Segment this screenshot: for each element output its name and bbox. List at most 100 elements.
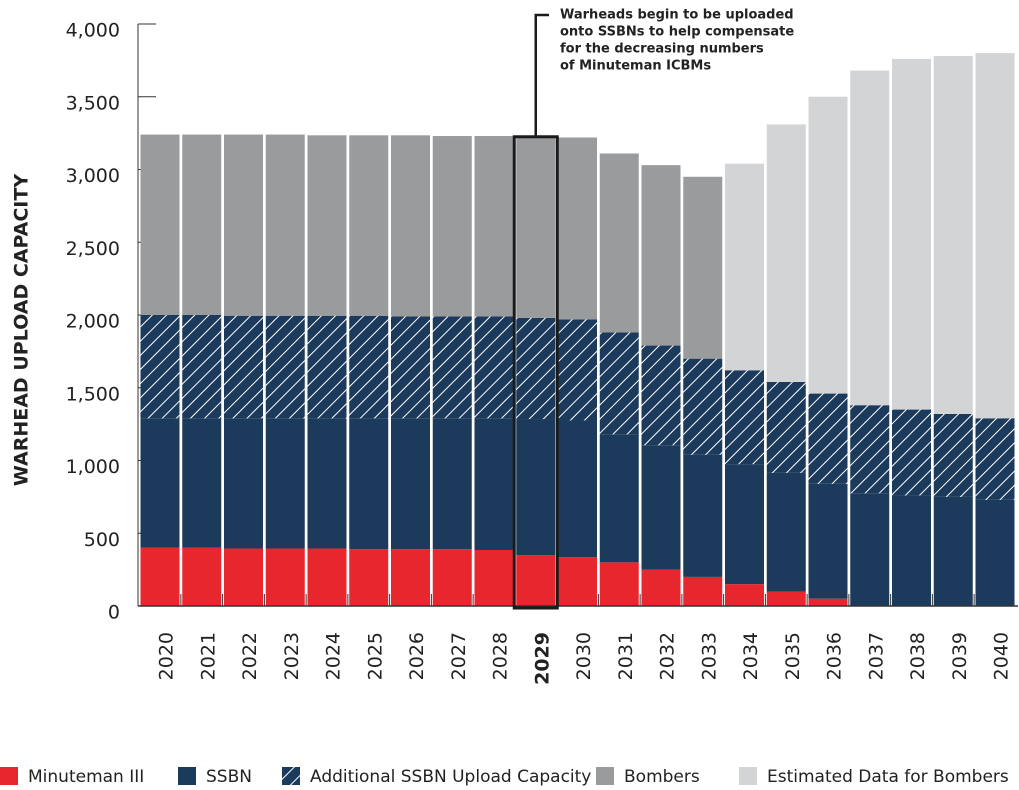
x-tick-label: 2036 bbox=[824, 632, 846, 680]
bar-segment bbox=[307, 135, 347, 316]
bar-segment bbox=[265, 548, 305, 606]
bar-segment bbox=[725, 464, 764, 585]
bar-segment bbox=[808, 96, 848, 394]
legend-swatch bbox=[178, 767, 196, 785]
bar-segment bbox=[933, 56, 973, 414]
legend-swatch bbox=[739, 767, 757, 785]
x-tick-label: 2020 bbox=[156, 632, 178, 680]
bar-segment bbox=[516, 555, 556, 606]
y-tick-label: 500 bbox=[84, 529, 120, 551]
bar-segment bbox=[725, 370, 764, 465]
bar-segment bbox=[265, 315, 305, 419]
x-tick-label: 2023 bbox=[281, 632, 303, 680]
bar-segment bbox=[599, 332, 639, 435]
bar-segment bbox=[391, 135, 430, 317]
x-tick-label: 2031 bbox=[615, 632, 637, 680]
bar-segment bbox=[975, 418, 1015, 500]
bar-segment bbox=[683, 358, 723, 455]
bar-segment bbox=[432, 316, 472, 419]
bar-segment bbox=[182, 315, 222, 419]
bar-segment bbox=[307, 315, 347, 419]
y-tick-label: 0 bbox=[108, 602, 120, 624]
bar-segment bbox=[432, 418, 472, 550]
bar-segment bbox=[516, 419, 556, 556]
annotation: of Minuteman ICBMs bbox=[560, 59, 711, 74]
bar-segment bbox=[474, 549, 514, 606]
bar-segment bbox=[140, 418, 180, 548]
legend-label: Bombers bbox=[624, 767, 700, 787]
bar-segment bbox=[975, 499, 1015, 606]
legend-label: Additional SSBN Upload Capacity bbox=[310, 767, 591, 787]
x-tick-label: 2026 bbox=[406, 632, 428, 680]
legend-swatch bbox=[0, 767, 18, 785]
y-tick-label: 4,000 bbox=[66, 20, 120, 42]
bar-segment bbox=[641, 165, 681, 346]
x-tick-label: 2022 bbox=[239, 632, 261, 680]
bar-segment bbox=[140, 134, 180, 315]
bar-segment bbox=[474, 316, 514, 419]
bar-segment bbox=[599, 434, 639, 563]
legend-label: SSBN bbox=[206, 767, 252, 787]
bar-segment bbox=[683, 176, 723, 359]
bar-segment bbox=[182, 134, 222, 315]
legend-swatch bbox=[596, 767, 614, 785]
bar-segment bbox=[474, 418, 514, 550]
bar-segment bbox=[892, 58, 931, 410]
x-tick-label: 2033 bbox=[698, 632, 720, 680]
bar-segment bbox=[140, 315, 180, 419]
bar-segment bbox=[683, 576, 723, 606]
bar-segment bbox=[391, 316, 430, 419]
bar-segment bbox=[808, 598, 848, 606]
x-tick-label: 2021 bbox=[197, 632, 219, 680]
bar-segment bbox=[432, 136, 472, 317]
y-axis-label: WARHEAD UPLOAD CAPACITY bbox=[11, 174, 33, 486]
x-tick-label: 2035 bbox=[782, 632, 804, 680]
bar-segment bbox=[641, 445, 681, 570]
bar-segment bbox=[933, 496, 973, 606]
bar-segment bbox=[766, 591, 806, 606]
bar-segment bbox=[808, 483, 848, 599]
bar-segment bbox=[349, 315, 389, 419]
annotation: Warheads begin to be uploaded bbox=[560, 8, 794, 23]
x-tick-label: 2032 bbox=[657, 632, 679, 680]
bar-segment bbox=[599, 153, 639, 333]
annotation: for the decreasing numbers bbox=[560, 42, 764, 57]
bar-segment bbox=[224, 134, 263, 316]
x-tick-label: 2028 bbox=[490, 632, 512, 680]
y-tick-label: 3,500 bbox=[66, 92, 120, 114]
bar-segment bbox=[766, 124, 806, 382]
bar-segment bbox=[850, 70, 890, 406]
bar-segment bbox=[558, 137, 597, 320]
legend-label: Minuteman III bbox=[28, 767, 144, 787]
bar-segment bbox=[307, 548, 347, 606]
bar-segment bbox=[224, 548, 263, 606]
x-tick-label: 2030 bbox=[573, 632, 595, 680]
annotation: onto SSBNs to help compensate bbox=[560, 25, 794, 40]
x-tick-label: 2038 bbox=[907, 632, 929, 680]
bar-segment bbox=[892, 495, 931, 606]
bar-segment bbox=[391, 549, 430, 606]
bar-segment bbox=[349, 549, 389, 606]
y-tick-label: 1,500 bbox=[66, 383, 120, 405]
bar-segment bbox=[725, 163, 764, 371]
bar-segment bbox=[265, 418, 305, 549]
legend-label: Estimated Data for Bombers bbox=[767, 767, 1009, 787]
bar-segment bbox=[641, 569, 681, 606]
bar-segment bbox=[224, 315, 263, 419]
bar-segment bbox=[140, 547, 180, 606]
bar-segment bbox=[516, 317, 556, 420]
bar-segment bbox=[558, 420, 597, 558]
x-tick-label: 2025 bbox=[364, 632, 386, 680]
bar-segment bbox=[683, 454, 723, 577]
legend-swatch bbox=[282, 767, 300, 785]
x-tick-label: 2037 bbox=[865, 632, 887, 680]
bar-segment bbox=[850, 405, 890, 494]
bar-segment bbox=[641, 345, 681, 446]
bar-segment bbox=[558, 319, 597, 421]
bar-segment bbox=[474, 136, 514, 317]
bar-segment bbox=[725, 584, 764, 606]
bar-segment bbox=[599, 562, 639, 606]
bar-segment bbox=[349, 418, 389, 550]
x-tick-label: 2040 bbox=[991, 632, 1013, 680]
